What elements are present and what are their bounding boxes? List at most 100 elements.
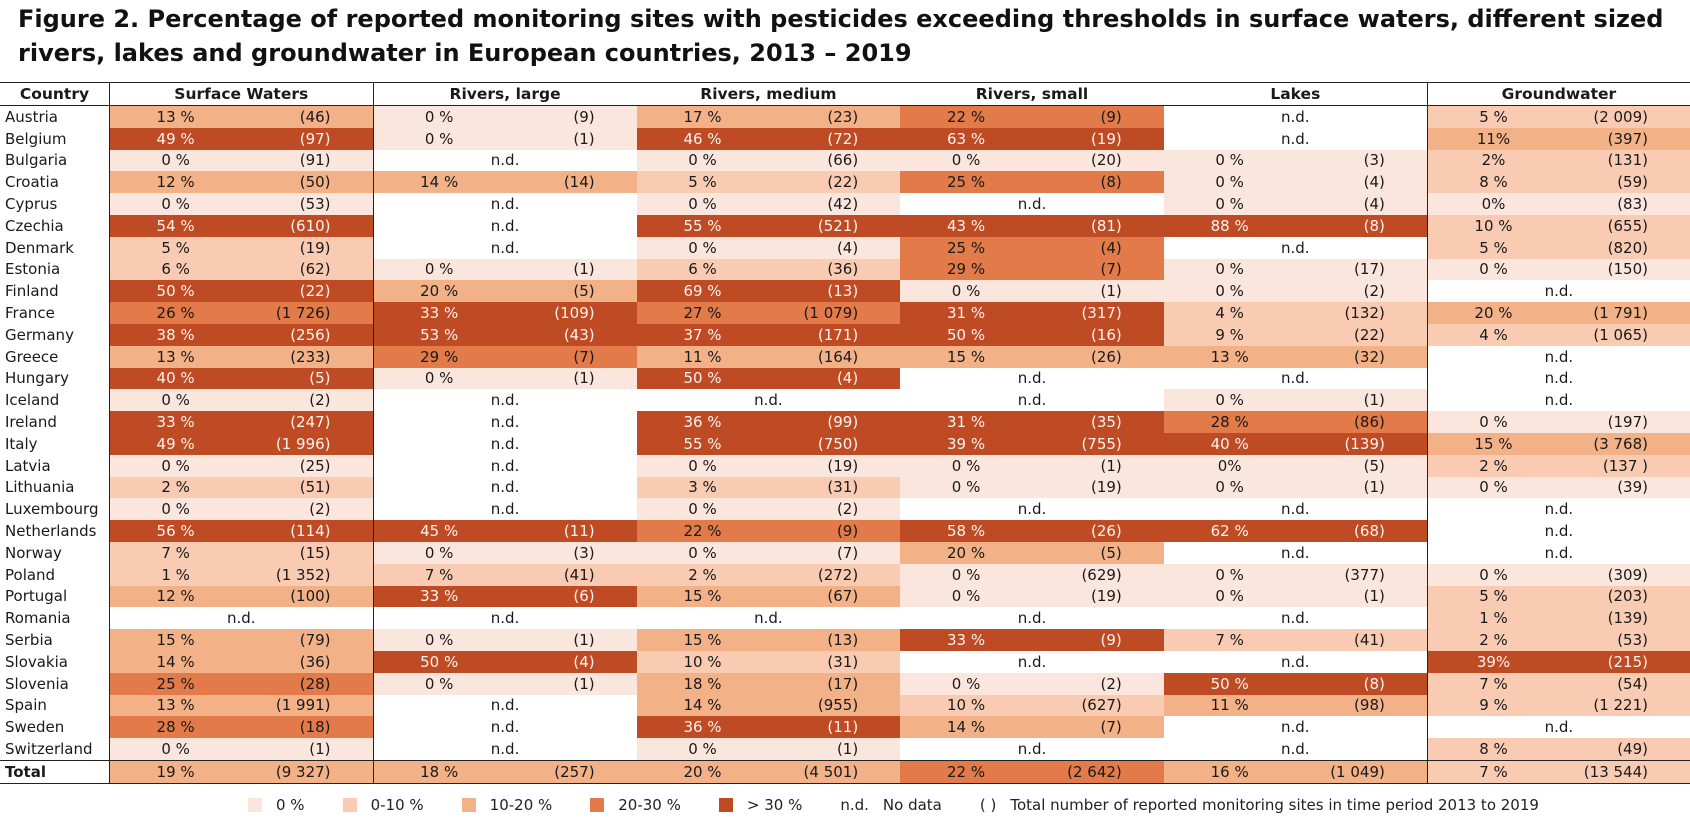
legend-item: 10-20 %: [461, 796, 552, 814]
rivers-small-percent: 0 %: [900, 280, 1032, 303]
legend-item: 20-30 %: [590, 796, 681, 814]
lakes-percent: 0 %: [1163, 563, 1296, 586]
rivers-medium-site-count: (9): [768, 520, 901, 542]
rivers-medium-percent: 0 %: [636, 193, 769, 215]
surface-waters-site-count: (100): [241, 585, 374, 608]
table-row: Serbia 15 % (79) 0 % (1) 15 % (13) 33 % (9) 7 % (4…: [0, 629, 1690, 651]
groundwater-site-count: (655): [1559, 214, 1690, 237]
legend-item: 0 %: [248, 796, 305, 814]
legend-label: > 30 %: [746, 796, 803, 814]
lakes-percent: 40 %: [1163, 432, 1296, 455]
table-row: Austria 13 % (46) 0 % (9) 17 % (23) 22 % (9) n.d.…: [0, 105, 1690, 128]
rivers-small-percent: 31 %: [900, 411, 1032, 433]
surface-waters-site-count: (79): [241, 629, 374, 651]
rivers-large-site-count: (109): [504, 302, 637, 324]
lakes-site-count: (98): [1295, 694, 1428, 717]
rivers-medium-percent: 36 %: [636, 411, 769, 433]
rivers-medium-site-count: (22): [768, 171, 901, 194]
rivers-small-site-count: (19): [1031, 476, 1164, 499]
rivers-small-site-count: (5): [1031, 541, 1164, 564]
surface-waters-site-count: (18): [241, 716, 374, 739]
col-header-rivers-small: Rivers, small: [900, 82, 1164, 106]
rivers-small-site-count: (35): [1031, 411, 1164, 433]
col-header-surface-waters: Surface Waters: [108, 82, 374, 106]
surface-waters-site-count: (610): [241, 214, 374, 237]
groundwater-percent: 4 %: [1426, 323, 1560, 346]
rivers-large-percent: 0 %: [372, 127, 505, 150]
groundwater-site-count: (1 221): [1559, 694, 1690, 717]
surface-waters-percent: 6 %: [108, 258, 242, 281]
groundwater-site-count: (1 065): [1559, 323, 1690, 346]
rivers-small-site-count: (16): [1031, 323, 1164, 346]
legend-swatch: [342, 798, 357, 812]
rivers-small-percent: 0 %: [900, 149, 1032, 172]
rivers-medium-site-count: (1): [768, 738, 901, 761]
groundwater-percent: 2 %: [1426, 629, 1560, 651]
rivers-large-no-data: n.d.: [372, 716, 637, 739]
groundwater-site-count: (49): [1559, 738, 1690, 761]
groundwater-site-count: (203): [1559, 585, 1690, 608]
surface-waters-site-count: (19): [241, 236, 374, 259]
surface-waters-site-count: (46): [241, 105, 374, 128]
country-name: Finland: [5, 282, 59, 301]
groundwater-percent: 9 %: [1426, 694, 1560, 717]
surface-waters-site-count: (22): [241, 280, 374, 303]
rivers-large-percent: 0 %: [372, 367, 505, 390]
groundwater-percent: 2%: [1426, 149, 1560, 172]
lakes-site-count: (2): [1295, 280, 1428, 303]
surface-waters-site-count: (28): [241, 672, 374, 695]
rivers-medium-site-count: (66): [768, 149, 901, 172]
legend-swatch: [590, 798, 605, 812]
rivers-medium-site-count: (13): [768, 280, 901, 303]
country-name: Cyprus: [5, 195, 58, 214]
groundwater-percent: 8 %: [1426, 738, 1560, 761]
surface-waters-site-count: (1 991): [241, 694, 374, 717]
legend-nd-symbol: n.d.: [840, 796, 869, 814]
rivers-large-site-count: (1): [504, 672, 637, 695]
groundwater-no-data: n.d.: [1426, 367, 1690, 390]
rivers-medium-site-count: (17): [768, 672, 901, 695]
rivers-small-site-count: (19): [1031, 127, 1164, 150]
lakes-site-count: (1): [1295, 585, 1428, 608]
groundwater-site-count: (1 791): [1559, 302, 1690, 324]
rivers-medium-no-data: n.d.: [636, 607, 901, 630]
rivers-large-percent: 45 %: [372, 520, 505, 542]
rivers-large-site-count: (1): [504, 258, 637, 281]
rivers-small-percent: 0 %: [900, 585, 1032, 608]
groundwater-percent: 5 %: [1426, 236, 1560, 259]
rivers-small-site-count: (2): [1031, 672, 1164, 695]
rivers-small-site-count: (2 642): [1031, 759, 1164, 784]
groundwater-percent: 5 %: [1426, 105, 1560, 128]
legend-paren-symbol: ( ): [979, 796, 997, 814]
surface-waters-percent: 0 %: [108, 149, 242, 172]
table-row: Belgium 49 % (97) 0 % (1) 46 % (72) 63 % (19) n.d…: [0, 127, 1690, 150]
table-row: Lithuania 2 % (51) n.d. 3 % (31) 0 % (19) 0 % (1)…: [0, 476, 1690, 499]
country-name: Serbia: [5, 631, 53, 650]
country-name: Netherlands: [5, 522, 97, 541]
rivers-small-site-count: (19): [1031, 585, 1164, 608]
figure-title: Figure 2. Percentage of reported monitor…: [18, 5, 1664, 67]
rivers-large-site-count: (43): [504, 323, 637, 346]
rivers-large-percent: 18 %: [372, 759, 505, 784]
lakes-no-data: n.d.: [1163, 498, 1428, 521]
groundwater-no-data: n.d.: [1426, 716, 1690, 739]
country-name: Estonia: [5, 260, 61, 279]
surface-waters-percent: 13 %: [108, 105, 242, 128]
table-row: Greece 13 % (233) 29 % (7) 11 % (164) 15 % (26) 1…: [0, 345, 1690, 368]
country-name: Hungary: [5, 369, 70, 388]
groundwater-percent: 0 %: [1426, 563, 1560, 586]
table-row: Italy 49 % (1 996) n.d. 55 % (750) 39 % (755) 40…: [0, 432, 1690, 455]
rivers-medium-percent: 15 %: [636, 629, 769, 651]
rivers-medium-site-count: (272): [768, 563, 901, 586]
lakes-site-count: (86): [1295, 411, 1428, 433]
groundwater-site-count: (83): [1559, 193, 1690, 215]
groundwater-site-count: (139): [1559, 607, 1690, 630]
rivers-small-no-data: n.d.: [900, 607, 1164, 630]
groundwater-no-data: n.d.: [1426, 498, 1690, 521]
table-row: Netherlands 56 % (114) 45 % (11) 22 % (9) 58 %(…: [0, 520, 1690, 542]
surface-waters-percent: 15 %: [108, 629, 242, 651]
groundwater-site-count: (59): [1559, 171, 1690, 194]
legend-swatch: [461, 798, 476, 812]
legend: 0 % 0-10 % 10-20 % 20-30 % > 30 % n.d. No da…: [248, 794, 1577, 816]
surface-waters-percent: 56 %: [108, 520, 242, 542]
